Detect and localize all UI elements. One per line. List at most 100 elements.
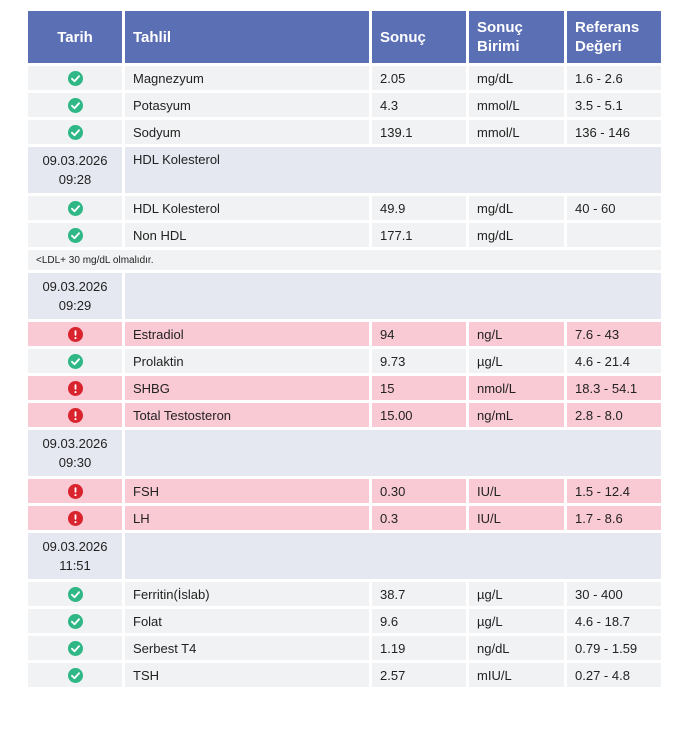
table-row: Sodyum 139.1 mmol/L 136 - 146 — [28, 120, 661, 144]
header-sonuc: Sonuç — [372, 11, 466, 63]
status-cell — [28, 196, 122, 220]
check-circle-icon — [67, 641, 83, 657]
test-name: SHBG — [125, 376, 369, 400]
check-circle-icon — [67, 614, 83, 630]
test-name: Non HDL — [125, 223, 369, 247]
table-row: HDL Kolesterol 49.9 mg/dL 40 - 60 — [28, 196, 661, 220]
status-cell — [28, 376, 122, 400]
status-cell — [28, 582, 122, 606]
table-row: Total Testosteron 15.00 ng/mL 2.8 - 8.0 — [28, 403, 661, 427]
table-row: Non HDL 177.1 mg/dL — [28, 223, 661, 247]
group-header-row: 09.03.2026 09:29 — [28, 273, 661, 319]
test-unit: mmol/L — [469, 120, 564, 144]
test-name: Magnezyum — [125, 66, 369, 90]
test-reference: 18.3 - 54.1 — [567, 376, 661, 400]
table-row: LH 0.3 IU/L 1.7 - 8.6 — [28, 506, 661, 530]
status-cell — [28, 403, 122, 427]
test-reference: 0.79 - 1.59 — [567, 636, 661, 660]
group-datetime: 09.03.2026 11:51 — [28, 533, 122, 579]
test-value: 0.3 — [372, 506, 466, 530]
group-datetime: 09.03.2026 09:30 — [28, 430, 122, 476]
test-reference: 1.6 - 2.6 — [567, 66, 661, 90]
exclamation-circle-icon — [67, 327, 83, 343]
lab-results: Tarih Tahlil Sonuç Sonuç Birimi Referans… — [28, 8, 664, 690]
test-name: Folat — [125, 609, 369, 633]
test-value: 9.73 — [372, 349, 466, 373]
status-cell — [28, 349, 122, 373]
test-name: Total Testosteron — [125, 403, 369, 427]
test-unit: mmol/L — [469, 93, 564, 117]
check-circle-icon — [67, 98, 83, 114]
exclamation-circle-icon — [67, 484, 83, 500]
test-unit: ng/dL — [469, 636, 564, 660]
test-reference: 0.27 - 4.8 — [567, 663, 661, 687]
test-value: 15.00 — [372, 403, 466, 427]
group-name — [125, 430, 661, 476]
status-cell — [28, 66, 122, 90]
group-name: HDL Kolesterol — [125, 147, 661, 193]
group-datetime: 09.03.2026 09:29 — [28, 273, 122, 319]
group-header-row: 09.03.2026 11:51 — [28, 533, 661, 579]
exclamation-circle-icon — [67, 511, 83, 527]
test-name: Estradiol — [125, 322, 369, 346]
test-unit: µg/L — [469, 582, 564, 606]
test-reference: 4.6 - 21.4 — [567, 349, 661, 373]
test-value: 139.1 — [372, 120, 466, 144]
test-unit: µg/L — [469, 349, 564, 373]
group-datetime: 09.03.2026 09:28 — [28, 147, 122, 193]
test-value: 9.6 — [372, 609, 466, 633]
test-reference — [567, 223, 661, 247]
test-value: 2.05 — [372, 66, 466, 90]
status-cell — [28, 663, 122, 687]
group-name — [125, 273, 661, 319]
test-name: Serbest T4 — [125, 636, 369, 660]
group-time: 11:51 — [59, 558, 91, 573]
group-header-row: 09.03.2026 09:30 — [28, 430, 661, 476]
table-row: TSH 2.57 mIU/L 0.27 - 4.8 — [28, 663, 661, 687]
status-cell — [28, 506, 122, 530]
group-time: 09:29 — [58, 298, 92, 313]
status-cell — [28, 609, 122, 633]
status-cell — [28, 93, 122, 117]
header-tarih: Tarih — [28, 11, 122, 63]
group-date: 09.03.2026 — [42, 539, 108, 554]
status-cell — [28, 223, 122, 247]
test-unit: nmol/L — [469, 376, 564, 400]
group-name — [125, 533, 661, 579]
group-time: 09:28 — [58, 172, 92, 187]
test-value: 2.57 — [372, 663, 466, 687]
test-unit: mg/dL — [469, 66, 564, 90]
test-name: Potasyum — [125, 93, 369, 117]
check-circle-icon — [67, 71, 83, 87]
group-time: 09:30 — [58, 455, 92, 470]
header-tahlil: Tahlil — [125, 11, 369, 63]
table-body: Magnezyum 2.05 mg/dL 1.6 - 2.6 Potasyum 4.3 mm… — [28, 66, 661, 687]
test-value: 15 — [372, 376, 466, 400]
table-row: SHBG 15 nmol/L 18.3 - 54.1 — [28, 376, 661, 400]
group-header-row: 09.03.2026 09:28 HDL Kolesterol — [28, 147, 661, 193]
test-name: Sodyum — [125, 120, 369, 144]
test-reference: 7.6 - 43 — [567, 322, 661, 346]
header-referans: Referans Değeri — [567, 11, 661, 63]
test-name: Ferritin(İslab) — [125, 582, 369, 606]
test-unit: IU/L — [469, 479, 564, 503]
note-text: <LDL+ 30 mg/dL olmalıdır. — [28, 250, 661, 270]
group-date: 09.03.2026 — [42, 436, 108, 451]
table-row: Potasyum 4.3 mmol/L 3.5 - 5.1 — [28, 93, 661, 117]
status-cell — [28, 322, 122, 346]
table-header-row: Tarih Tahlil Sonuç Sonuç Birimi Referans… — [28, 11, 661, 63]
test-reference: 2.8 - 8.0 — [567, 403, 661, 427]
test-unit: mIU/L — [469, 663, 564, 687]
table-row: Ferritin(İslab) 38.7 µg/L 30 - 400 — [28, 582, 661, 606]
test-value: 1.19 — [372, 636, 466, 660]
status-cell — [28, 479, 122, 503]
check-circle-icon — [67, 228, 83, 244]
exclamation-circle-icon — [67, 408, 83, 424]
table-row: Estradiol 94 ng/L 7.6 - 43 — [28, 322, 661, 346]
test-value: 38.7 — [372, 582, 466, 606]
test-reference: 30 - 400 — [567, 582, 661, 606]
check-circle-icon — [67, 587, 83, 603]
test-reference: 3.5 - 5.1 — [567, 93, 661, 117]
test-reference: 4.6 - 18.7 — [567, 609, 661, 633]
test-reference: 40 - 60 — [567, 196, 661, 220]
